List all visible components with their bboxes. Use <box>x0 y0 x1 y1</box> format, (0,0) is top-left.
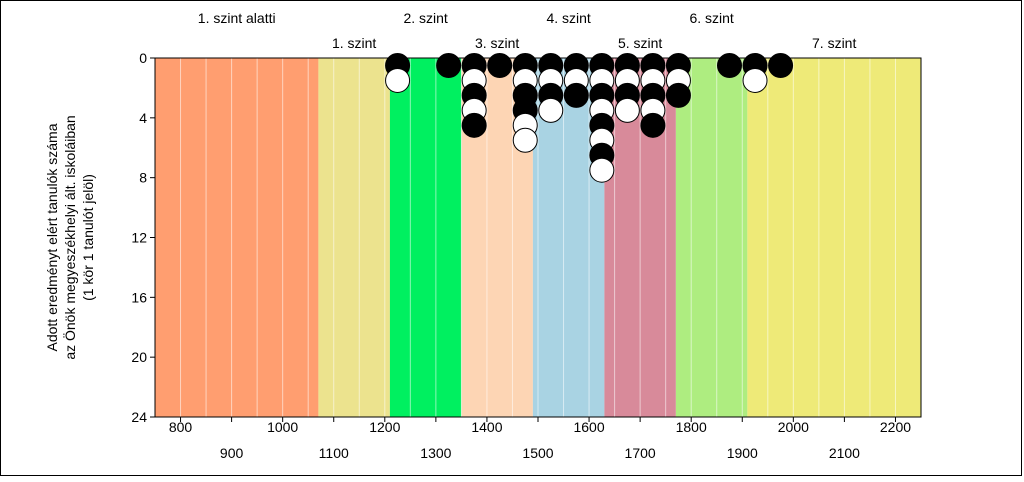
level-labels: 1. szint alatti 1. szint 2. szint 3. szint 4… <box>198 10 857 51</box>
y-axis-label: Adott eredményt elért tanulók száma az Ön… <box>44 115 96 359</box>
x-tick-label: 900 <box>220 445 244 461</box>
y-axis-label-line: (1 kör 1 tanulót jelöl) <box>80 174 96 301</box>
level-label-6: 5. szint <box>618 35 662 51</box>
x-tick-label: 1400 <box>471 419 502 435</box>
student-point <box>589 157 615 183</box>
y-tick-label: 4 <box>139 110 147 126</box>
level-band-1 <box>155 58 319 417</box>
x-tick-label: 1700 <box>625 445 656 461</box>
x-tick-label: 1600 <box>573 419 604 435</box>
x-tick-label: 800 <box>169 419 193 435</box>
y-tick-label: 20 <box>131 349 147 365</box>
y-tick-label: 24 <box>131 409 147 425</box>
student-point <box>640 112 666 138</box>
level-label-4: 3. szint <box>475 35 519 51</box>
level-label-1: 1. szint alatti <box>198 10 276 26</box>
student-point <box>563 82 589 108</box>
student-point <box>614 97 640 123</box>
x-tick-label: 1300 <box>420 445 451 461</box>
level-band-7 <box>675 58 748 417</box>
student-point <box>436 52 462 78</box>
grid-lines <box>180 58 896 417</box>
level-band-8 <box>747 58 921 417</box>
x-tick-label: 2000 <box>778 419 809 435</box>
y-tick-label: 16 <box>131 289 147 305</box>
level-band-3 <box>389 58 462 417</box>
student-point <box>385 67 411 93</box>
axes: 0 4 8 12 16 20 24 800 1000 1200 1400 1600 1800 2000 22… <box>131 50 911 461</box>
student-point <box>461 112 487 138</box>
x-tick-label: 2200 <box>880 419 911 435</box>
x-tick-label: 1900 <box>727 445 758 461</box>
y-axis-label-line: az Önök megyeszékhelyi ált. iskoláiban <box>61 115 78 359</box>
level-band-2 <box>318 58 390 417</box>
y-tick-label: 8 <box>139 170 147 186</box>
student-point <box>742 67 768 93</box>
x-tick-label: 1000 <box>267 419 298 435</box>
level-label-3: 2. szint <box>403 10 447 26</box>
level-label-2: 1. szint <box>332 35 376 51</box>
y-tick-label: 12 <box>131 230 147 246</box>
x-tick-label: 1100 <box>319 445 349 461</box>
x-tick-label: 1800 <box>676 419 707 435</box>
student-point <box>665 82 691 108</box>
y-axis-label-line: Adott eredményt elért tanulók száma <box>44 123 60 351</box>
student-point <box>717 52 742 78</box>
student-point <box>538 97 564 123</box>
level-label-8: 7. szint <box>812 35 856 51</box>
x-tick-label: 1500 <box>522 445 553 461</box>
student-points <box>385 52 794 183</box>
student-point <box>768 52 794 78</box>
x-tick-label: 1200 <box>369 419 400 435</box>
student-point <box>487 52 513 78</box>
x-tick-label: 2100 <box>829 445 860 461</box>
level-label-5: 4. szint <box>546 10 590 26</box>
level-label-7: 6. szint <box>689 10 733 26</box>
student-point <box>512 127 538 153</box>
y-tick-label: 0 <box>139 50 147 66</box>
